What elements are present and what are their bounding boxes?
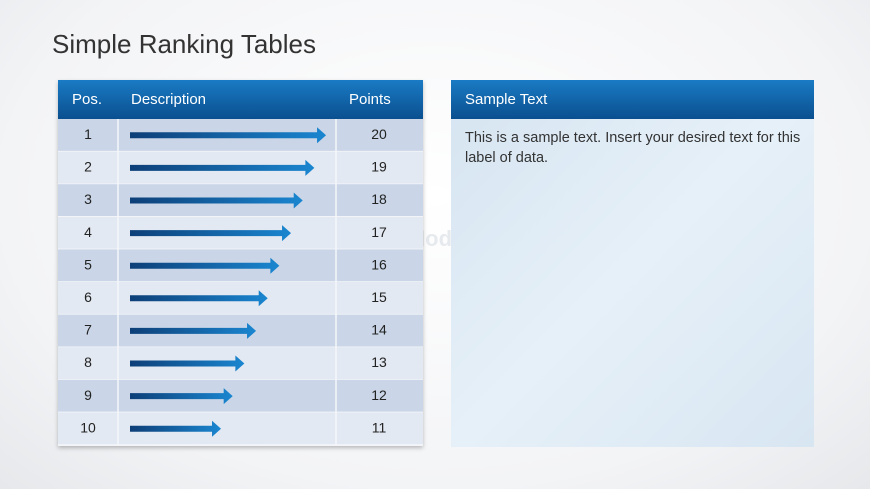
points-arrow xyxy=(130,225,292,242)
points-arrow xyxy=(130,127,327,144)
column-header: Pos. xyxy=(72,91,102,108)
row-background xyxy=(58,412,423,445)
row-background xyxy=(58,379,423,413)
points: 19 xyxy=(371,159,387,175)
position: 4 xyxy=(84,224,92,240)
panel-header xyxy=(451,80,814,119)
table-header xyxy=(58,80,423,119)
points-arrow xyxy=(130,322,257,339)
position: 5 xyxy=(84,256,92,272)
position: 6 xyxy=(84,289,92,305)
points: 11 xyxy=(372,419,387,435)
points: 14 xyxy=(371,322,387,338)
points-arrow xyxy=(130,159,315,176)
panel-title: Sample Text xyxy=(465,91,548,108)
points-arrow xyxy=(130,388,233,405)
column-header: Points xyxy=(349,91,391,108)
points-arrow xyxy=(130,257,280,274)
points-arrow xyxy=(130,420,222,437)
points-arrow xyxy=(130,192,303,209)
position: 8 xyxy=(84,354,92,370)
points: 20 xyxy=(371,126,387,142)
points-arrow xyxy=(130,290,268,307)
column-header: Description xyxy=(131,91,206,108)
panel-body: This is a sample text. Insert your desir… xyxy=(465,130,801,166)
position: 1 xyxy=(84,126,92,142)
position: 7 xyxy=(84,322,92,338)
points: 17 xyxy=(371,224,387,240)
points-arrow xyxy=(130,355,245,372)
slide-title: Simple Ranking Tables xyxy=(52,29,316,59)
position: 10 xyxy=(80,419,96,435)
position: 9 xyxy=(84,387,92,403)
points: 15 xyxy=(371,289,387,305)
panel xyxy=(451,80,814,447)
position: 2 xyxy=(84,159,92,175)
points: 16 xyxy=(371,256,387,272)
position: 3 xyxy=(84,191,92,207)
points: 18 xyxy=(371,191,387,207)
points: 13 xyxy=(371,354,387,370)
points: 12 xyxy=(371,387,387,403)
